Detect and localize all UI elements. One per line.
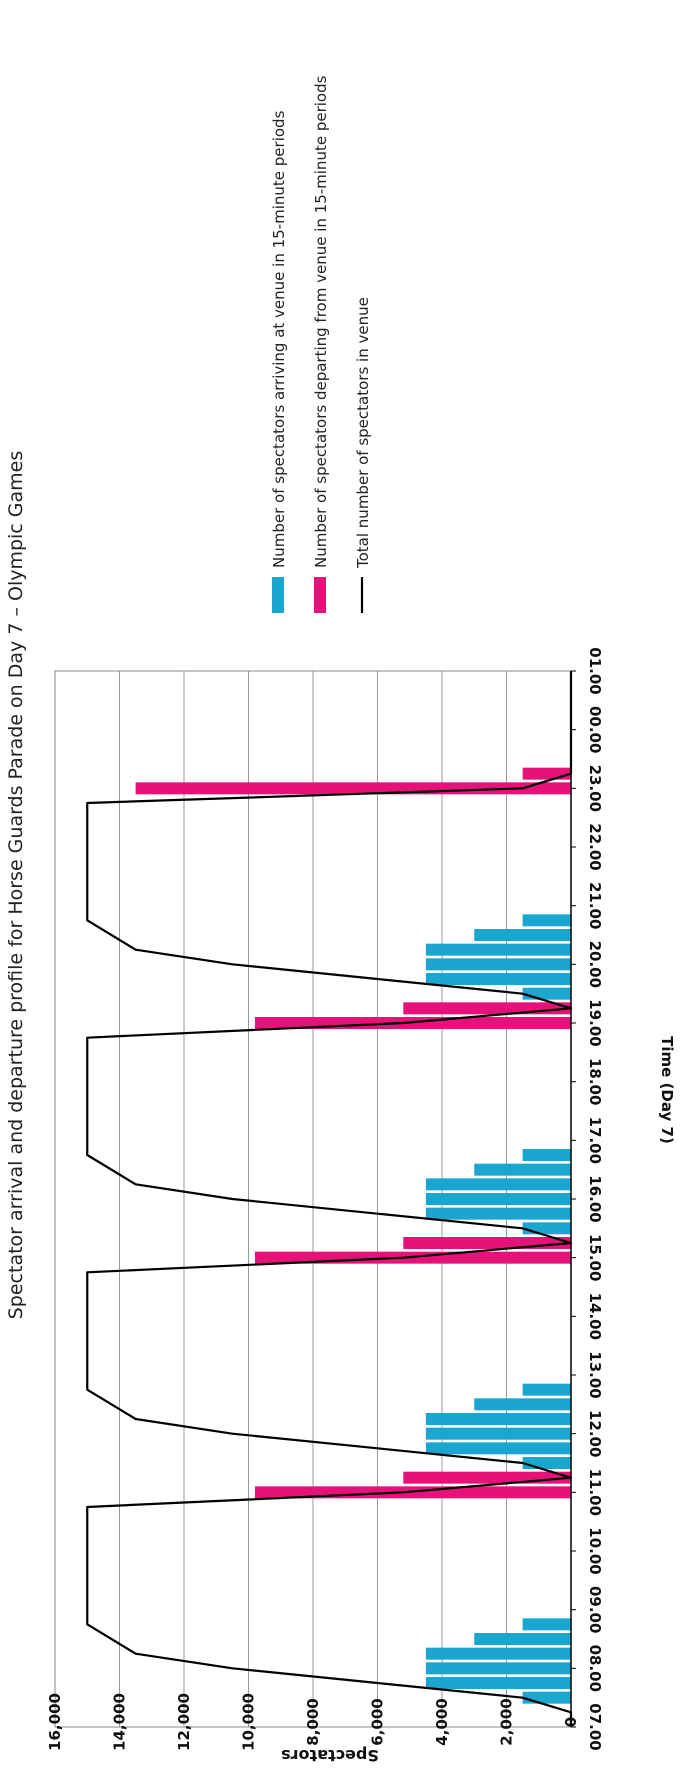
arrival-bar (474, 1398, 571, 1411)
legend-swatch (272, 577, 284, 613)
x-tick-label: 01.00 (586, 647, 604, 694)
arrival-bar (425, 1207, 571, 1220)
arrival-bar (522, 1383, 571, 1396)
arrival-bar (425, 1662, 571, 1675)
x-tick-label: 19.00 (586, 999, 604, 1046)
arrival-bar (522, 1149, 571, 1161)
x-tick-label: 08.00 (586, 1645, 604, 1692)
y-tick-label: 0 (562, 1717, 580, 1727)
x-axis-title: Time (Day 7) (658, 1036, 676, 1144)
arrival-bar (425, 973, 571, 985)
arrival-bar (474, 1163, 571, 1176)
grid-layer (54, 671, 507, 1727)
arrival-bar (425, 1427, 571, 1440)
arrival-bar (425, 1193, 571, 1205)
x-tick-label: 00.00 (586, 706, 604, 753)
arrival-bar (425, 943, 571, 956)
y-axis-title: Spectators (281, 1746, 379, 1765)
arrival-bar (522, 1618, 571, 1631)
x-tick-label: 23.00 (586, 765, 604, 812)
arrival-bar (522, 1222, 571, 1235)
arrival-bar (425, 1413, 571, 1425)
x-tick-label: 07.00 (586, 1703, 604, 1750)
departure-bar (522, 767, 571, 780)
x-tick-label: 09.00 (586, 1586, 604, 1633)
departure-bar (403, 1471, 571, 1484)
arrival-bar (474, 929, 571, 941)
arrival-bar (425, 1442, 571, 1455)
arrival-bar (425, 1677, 571, 1689)
arrival-bar (425, 1647, 571, 1660)
arrival-bar (474, 1633, 571, 1645)
y-tick-label: 8,000 (304, 1698, 322, 1745)
legend: Number of spectators arriving at venue i… (270, 75, 372, 613)
x-tick-label: 13.00 (586, 1351, 604, 1398)
y-tick-label: 12,000 (175, 1693, 193, 1751)
bars-layer (135, 767, 571, 1704)
x-tick-label: 20.00 (586, 941, 604, 988)
legend-label: Total number of spectators in venue (354, 297, 372, 569)
x-tick-label: 16.00 (586, 1175, 604, 1222)
arrival-bar (425, 1178, 571, 1191)
arrival-bar (522, 987, 571, 1000)
departure-bar (403, 1002, 571, 1015)
arrival-bar (425, 958, 571, 971)
y-tick-label: 16,000 (46, 1693, 64, 1751)
arrival-bar (522, 1457, 571, 1469)
x-tick-label: 14.00 (586, 1293, 604, 1340)
y-tick-label: 6,000 (369, 1698, 387, 1745)
chart-title: Spectator arrival and departure profile … (5, 451, 27, 1320)
arrival-bar (522, 914, 571, 927)
x-tick-label: 12.00 (586, 1410, 604, 1457)
legend-swatch (314, 577, 326, 613)
legend-label: Number of spectators arriving at venue i… (270, 110, 288, 568)
y-tick-label: 2,000 (498, 1698, 516, 1745)
x-tick-label: 18.00 (586, 1058, 604, 1105)
x-tick-label: 21.00 (586, 882, 604, 929)
x-tick-label: 10.00 (586, 1527, 604, 1574)
x-tick-label: 22.00 (586, 823, 604, 870)
y-tick-label: 14,000 (111, 1693, 129, 1751)
x-tick-label: 15.00 (586, 1234, 604, 1281)
departure-bar (403, 1237, 571, 1249)
ticks-layer: 0 2,000 4,000 6,000 8,000 10,000 12,000 14,000 1… (46, 647, 604, 1751)
y-tick-label: 4,000 (433, 1698, 451, 1745)
y-tick-label: 10,000 (240, 1693, 258, 1751)
arrival-bar (522, 1691, 571, 1704)
x-tick-label: 11.00 (586, 1469, 604, 1516)
x-tick-label: 17.00 (586, 1117, 604, 1164)
legend-label: Number of spectators departing from venu… (312, 75, 330, 568)
